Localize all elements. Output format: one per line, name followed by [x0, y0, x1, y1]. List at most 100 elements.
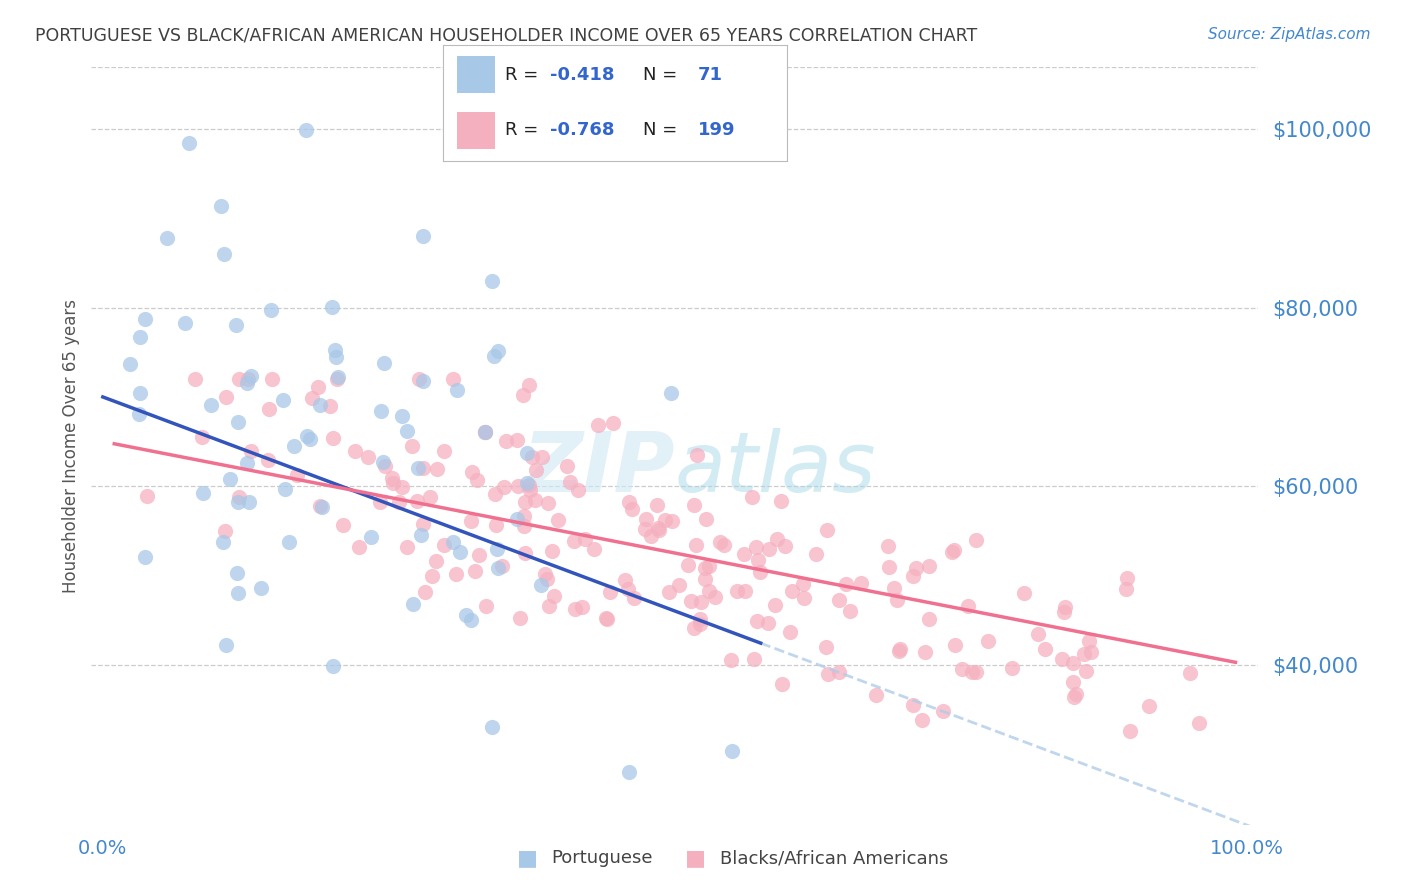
Point	[721, 744, 744, 758]
Point	[1188, 716, 1211, 731]
Point	[271, 392, 294, 407]
Point	[474, 425, 496, 440]
Bar	[457, 56, 495, 94]
Point	[484, 486, 506, 500]
Point	[583, 541, 606, 556]
Point	[679, 594, 702, 608]
Point	[745, 614, 768, 628]
Point	[260, 372, 283, 386]
Point	[1053, 599, 1076, 614]
Point	[461, 465, 484, 479]
Point	[474, 425, 496, 439]
Point	[567, 483, 589, 497]
Point	[486, 541, 509, 556]
Point	[659, 386, 682, 401]
Point	[513, 495, 536, 509]
Point	[492, 480, 515, 494]
Text: PORTUGUESE VS BLACK/AFRICAN AMERICAN HOUSEHOLDER INCOME OVER 65 YEARS CORRELATIO: PORTUGUESE VS BLACK/AFRICAN AMERICAN HOU…	[35, 27, 977, 45]
Point	[412, 516, 434, 531]
Point	[323, 343, 346, 357]
Point	[595, 611, 617, 625]
Point	[409, 528, 432, 542]
Point	[931, 705, 953, 719]
Point	[283, 439, 305, 453]
Point	[558, 475, 581, 490]
Point	[530, 450, 553, 464]
Point	[321, 300, 343, 314]
Text: -0.768: -0.768	[550, 121, 614, 139]
Point	[689, 617, 711, 632]
Point	[537, 599, 560, 614]
Point	[793, 591, 815, 606]
Point	[128, 407, 150, 421]
Point	[368, 495, 391, 509]
Point	[685, 538, 707, 552]
Point	[482, 349, 505, 363]
Point	[177, 136, 200, 150]
Point	[465, 473, 488, 487]
Point	[945, 639, 967, 653]
Point	[621, 502, 644, 516]
Point	[815, 523, 838, 537]
Point	[325, 351, 347, 365]
Point	[1073, 647, 1095, 661]
Point	[396, 424, 419, 438]
Point	[748, 565, 770, 579]
Point	[509, 611, 531, 625]
Point	[960, 665, 983, 680]
Point	[1001, 661, 1024, 675]
Point	[636, 511, 658, 525]
Point	[543, 589, 565, 603]
Point	[412, 229, 434, 244]
Point	[307, 380, 329, 394]
Point	[460, 515, 482, 529]
Point	[135, 489, 157, 503]
Point	[965, 533, 987, 548]
Point	[128, 329, 150, 343]
Point	[654, 513, 676, 527]
Point	[381, 475, 404, 490]
Point	[574, 532, 596, 546]
Point	[602, 416, 624, 430]
Point	[259, 402, 281, 417]
Point	[524, 463, 547, 477]
Point	[668, 578, 690, 592]
Point	[648, 523, 671, 537]
Point	[380, 471, 402, 485]
Point	[689, 595, 711, 609]
Point	[957, 599, 980, 613]
Point	[322, 658, 344, 673]
Point	[814, 640, 837, 654]
Point	[412, 460, 434, 475]
Point	[326, 372, 349, 386]
Point	[156, 230, 179, 244]
Point	[1076, 664, 1098, 678]
Bar	[457, 112, 495, 149]
Point	[827, 665, 849, 679]
Point	[433, 444, 456, 458]
Text: N =: N =	[643, 66, 683, 84]
Point	[689, 611, 711, 625]
Point	[236, 376, 259, 390]
Point	[516, 475, 538, 490]
Point	[129, 385, 152, 400]
Point	[879, 560, 901, 574]
Point	[1180, 665, 1202, 680]
Text: R =: R =	[505, 66, 544, 84]
Point	[191, 486, 214, 500]
Point	[834, 577, 856, 591]
Point	[838, 604, 860, 618]
Point	[817, 666, 839, 681]
Point	[547, 512, 569, 526]
Point	[720, 652, 742, 666]
Point	[744, 540, 766, 554]
Point	[613, 573, 636, 587]
Point	[741, 490, 763, 504]
Point	[495, 434, 517, 448]
Point	[446, 567, 468, 582]
Point	[344, 443, 367, 458]
Point	[467, 548, 489, 562]
Point	[782, 584, 804, 599]
Point	[599, 585, 621, 599]
Point	[508, 479, 530, 493]
